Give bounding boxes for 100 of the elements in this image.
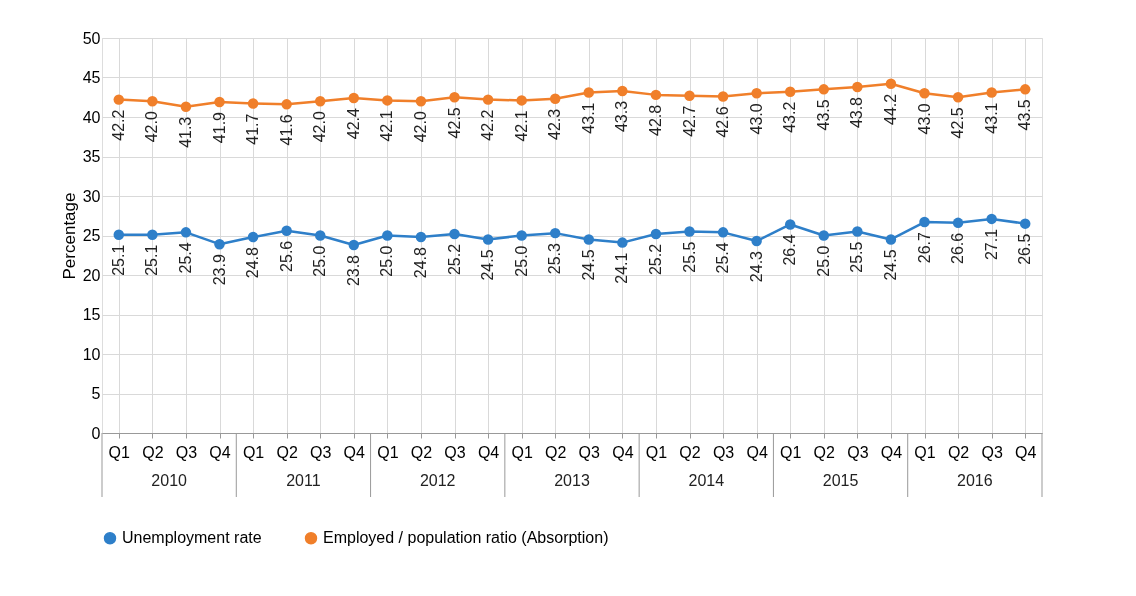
y-tick-label: 45 <box>82 69 101 86</box>
point <box>214 96 225 108</box>
point <box>382 230 393 241</box>
point <box>549 93 561 105</box>
data-label: 42.6 <box>714 106 732 138</box>
x-tick-label: Q2 <box>813 443 836 461</box>
data-label: 42.8 <box>646 104 664 137</box>
y-tick-label: 15 <box>82 306 101 323</box>
text: 2012 <box>419 472 456 489</box>
text: 2014 <box>688 472 725 489</box>
x-tick-label: Q3 <box>310 443 332 461</box>
point <box>449 92 460 103</box>
point <box>281 99 292 110</box>
point <box>180 101 192 112</box>
y-tick-label: 40 <box>82 108 101 126</box>
point <box>952 92 964 103</box>
text: 2013 <box>554 472 590 489</box>
data-label: 43.5 <box>1016 99 1034 131</box>
point <box>717 227 729 238</box>
data-label: 42.1 <box>512 110 530 142</box>
x-tick-label: Q2 <box>679 443 701 461</box>
x-tick-label: Q3 <box>175 443 198 461</box>
point <box>885 234 897 245</box>
data-label: 42.3 <box>546 108 564 140</box>
point <box>348 239 360 251</box>
point <box>482 234 494 245</box>
text: 2015 <box>822 472 859 489</box>
x-tick-label: Q3 <box>981 443 1003 461</box>
data-label: 25.2 <box>646 243 664 276</box>
data-label: 24.1 <box>613 252 631 284</box>
data-label: 25.5 <box>680 241 698 273</box>
data-label: 42.0 <box>411 111 429 143</box>
point <box>717 91 729 102</box>
point <box>549 227 561 239</box>
data-label: 43.2 <box>781 101 799 133</box>
x-tick-label: Q3 <box>712 443 735 461</box>
data-label: 25.0 <box>814 245 832 277</box>
legend-label: Employed / population ratio (Absorption) <box>323 529 609 547</box>
x-tick-label: Q2 <box>142 443 164 461</box>
data-label: 44.2 <box>881 93 899 125</box>
data-label: 27.1 <box>982 228 1000 261</box>
point <box>180 227 192 238</box>
point <box>650 89 662 101</box>
point <box>247 231 259 243</box>
point <box>314 95 326 107</box>
data-label: 42.7 <box>680 105 698 137</box>
point <box>516 95 527 106</box>
data-label: 42.5 <box>445 107 463 139</box>
point <box>482 94 494 105</box>
point <box>852 81 863 93</box>
point <box>449 228 460 240</box>
point <box>885 78 897 90</box>
data-label: 43.8 <box>848 96 866 129</box>
point <box>650 228 662 240</box>
data-label: 24.5 <box>479 249 497 281</box>
data-label: 41.3 <box>176 116 194 148</box>
data-label: 25.4 <box>714 242 732 274</box>
data-label: 24.8 <box>411 246 429 279</box>
x-tick-label: Q1 <box>511 443 533 461</box>
text: 2010 <box>151 472 188 489</box>
data-label: 26.7 <box>915 231 933 264</box>
y-tick-label: 30 <box>82 187 101 205</box>
data-label: 43.0 <box>915 103 933 135</box>
data-label: 42.5 <box>949 107 967 139</box>
data-label: 41.9 <box>210 111 228 144</box>
point <box>617 237 628 248</box>
data-label: 26.6 <box>949 232 967 264</box>
point <box>214 238 225 250</box>
x-tick-label: Q4 <box>343 443 366 461</box>
data-label: 42.2 <box>109 109 127 141</box>
point <box>1019 84 1031 95</box>
y-tick-label: 5 <box>91 385 101 402</box>
data-label: 25.3 <box>546 243 564 275</box>
data-label: 24.3 <box>747 250 765 283</box>
legend-label: Unemployment rate <box>122 529 262 547</box>
y-tick-label: 25 <box>82 227 101 244</box>
point <box>113 94 125 105</box>
x-tick-label: Q4 <box>612 443 634 461</box>
data-label: 24.8 <box>244 246 262 279</box>
data-label: 23.8 <box>344 254 362 287</box>
y-tick-label: 50 <box>82 29 101 47</box>
point <box>784 219 796 230</box>
x-tick-label: Q2 <box>947 443 970 461</box>
point <box>784 86 796 97</box>
point <box>1019 218 1031 229</box>
x-tick-label: Q1 <box>645 443 668 461</box>
data-label: 43.1 <box>579 102 597 134</box>
data-label: 25.0 <box>311 245 329 277</box>
data-label: 42.2 <box>479 109 497 141</box>
x-tick-label: Q4 <box>1015 443 1037 461</box>
data-label: 25.6 <box>277 240 295 272</box>
data-label: 41.6 <box>277 114 295 146</box>
point <box>314 230 326 241</box>
point <box>516 230 527 241</box>
data-label: 43.0 <box>747 103 765 135</box>
point <box>684 90 695 101</box>
point <box>986 213 997 225</box>
text: 2016 <box>957 472 993 489</box>
point <box>382 95 393 106</box>
point <box>348 92 360 104</box>
